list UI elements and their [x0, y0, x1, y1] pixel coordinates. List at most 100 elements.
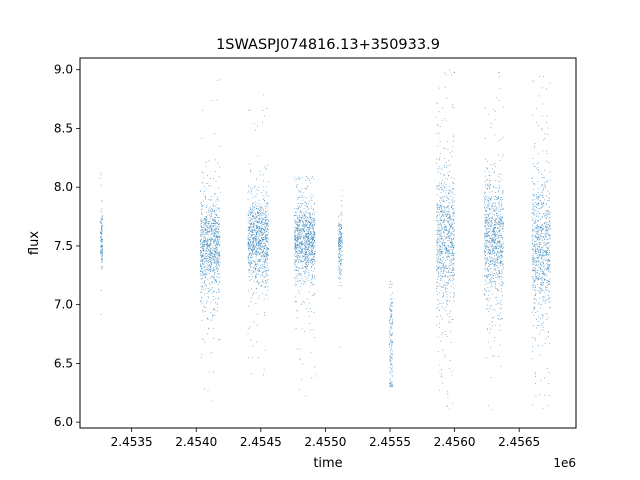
data-point: [487, 248, 489, 250]
data-point: [450, 242, 451, 243]
data-point: [247, 257, 249, 259]
data-point: [448, 231, 450, 233]
data-point: [255, 179, 257, 181]
data-point: [454, 274, 455, 276]
data-point: [339, 236, 341, 238]
data-point: [489, 307, 491, 309]
data-point: [439, 275, 441, 276]
data-point: [485, 357, 487, 359]
data-point: [495, 243, 497, 245]
data-point: [299, 211, 301, 213]
data-point: [502, 208, 504, 210]
data-point: [495, 324, 497, 326]
data-point: [501, 238, 503, 240]
data-point: [436, 298, 438, 300]
data-point: [496, 274, 498, 276]
data-point: [493, 237, 495, 239]
data-point: [296, 218, 298, 220]
data-point: [295, 273, 297, 275]
data-point: [445, 248, 447, 250]
data-point: [541, 323, 543, 325]
data-point: [204, 230, 206, 231]
data-point: [312, 238, 314, 240]
data-point: [441, 208, 442, 209]
data-point: [298, 197, 300, 198]
data-point: [251, 228, 252, 230]
data-point: [445, 190, 447, 191]
data-point: [100, 237, 101, 238]
data-point: [311, 265, 313, 267]
data-point: [211, 254, 212, 256]
data-point: [206, 274, 208, 276]
data-point: [301, 230, 303, 232]
data-point: [102, 218, 103, 220]
data-point: [250, 373, 252, 374]
data-point: [488, 276, 490, 278]
data-point: [259, 221, 260, 222]
data-point: [303, 238, 305, 240]
data-point: [497, 175, 499, 177]
data-point: [264, 232, 265, 234]
data-point: [491, 234, 493, 236]
data-point: [306, 261, 308, 263]
data-point: [206, 229, 208, 231]
data-point: [447, 213, 448, 215]
data-point: [445, 226, 447, 228]
data-point: [300, 210, 301, 211]
data-point: [495, 245, 497, 247]
data-point: [448, 232, 450, 233]
data-point: [299, 259, 301, 260]
data-point: [248, 269, 250, 271]
data-point: [311, 377, 312, 379]
data-point: [310, 222, 312, 223]
data-point: [440, 210, 442, 212]
data-point: [487, 216, 489, 218]
data-point: [201, 291, 203, 293]
data-point: [309, 239, 311, 240]
data-point: [267, 229, 269, 231]
data-point: [218, 225, 220, 227]
data-point: [254, 246, 256, 247]
data-point: [208, 264, 210, 266]
data-point: [264, 276, 266, 278]
data-point: [250, 233, 252, 235]
data-point: [439, 207, 441, 209]
data-point: [205, 228, 207, 230]
data-point: [250, 256, 252, 258]
data-point: [265, 251, 266, 253]
data-point: [441, 275, 443, 277]
data-point: [256, 227, 257, 228]
data-point: [255, 213, 256, 215]
data-point: [250, 239, 252, 241]
data-point: [339, 244, 340, 246]
data-point: [207, 257, 208, 259]
data-point: [490, 264, 491, 265]
data-point: [486, 240, 488, 241]
data-point: [206, 258, 208, 259]
data-point: [546, 279, 548, 281]
data-point: [208, 223, 210, 224]
data-point: [441, 220, 443, 221]
data-point: [339, 269, 341, 271]
data-point: [309, 229, 311, 230]
data-point: [498, 270, 500, 272]
data-point: [261, 216, 263, 218]
data-point: [446, 195, 448, 197]
data-point: [494, 224, 496, 226]
data-point: [248, 246, 250, 248]
data-point: [308, 222, 310, 224]
data-point: [304, 253, 306, 255]
data-point: [262, 237, 264, 238]
data-point: [250, 241, 252, 243]
data-point: [202, 246, 204, 248]
data-point: [258, 227, 260, 229]
data-point: [437, 205, 439, 206]
data-point: [307, 220, 309, 222]
data-point: [253, 211, 255, 213]
data-point: [437, 261, 438, 263]
data-point: [248, 254, 250, 256]
data-point: [490, 225, 491, 227]
data-point: [211, 209, 213, 211]
data-point: [218, 269, 219, 271]
data-point: [442, 222, 443, 224]
